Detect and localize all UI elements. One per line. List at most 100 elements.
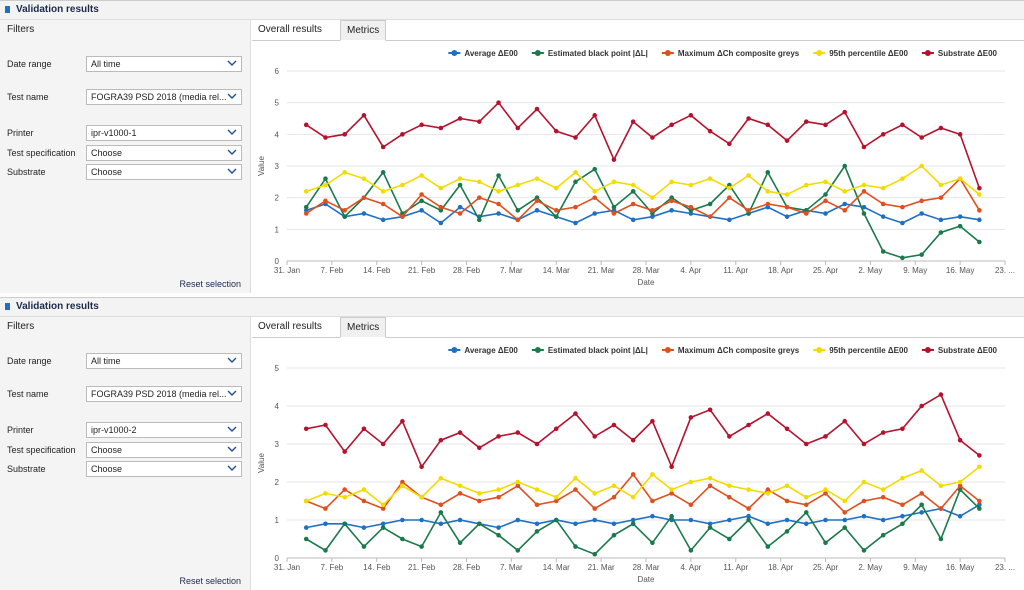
data-point: [707, 214, 713, 219]
data-point: [803, 521, 809, 527]
legend-dot: [451, 347, 458, 353]
data-point: [919, 502, 924, 508]
tab[interactable]: Overall results: [258, 321, 322, 332]
data-point: [861, 548, 867, 553]
data-point: [380, 506, 386, 511]
select[interactable]: All time: [86, 56, 242, 72]
select-value: Choose: [91, 464, 123, 474]
data-point: [746, 116, 751, 121]
legend-item[interactable]: Maximum ΔCh composite greys: [661, 346, 800, 355]
data-point: [361, 211, 367, 216]
data-point: [900, 176, 905, 181]
data-point: [553, 517, 559, 523]
tab[interactable]: Metrics: [340, 317, 387, 338]
data-point: [957, 487, 963, 492]
data-point: [688, 517, 694, 523]
x-axis-label: Date: [638, 278, 655, 287]
legend-item[interactable]: Estimated black point |ΔL|: [531, 346, 648, 355]
legend-label: Maximum ΔCh composite greys: [678, 346, 800, 355]
data-point: [880, 132, 886, 137]
data-point: [977, 502, 982, 508]
chevron-icon: [227, 93, 237, 99]
data-point: [457, 491, 463, 496]
data-point: [419, 494, 424, 500]
x-tick-label: 14. Feb: [363, 266, 391, 275]
filters-title: Filters: [7, 24, 35, 35]
legend-item[interactable]: 95th percentile ΔE00: [813, 49, 908, 58]
data-point: [919, 403, 924, 409]
field-label: Printer: [7, 425, 34, 435]
data-point: [303, 498, 309, 504]
data-point: [688, 208, 694, 213]
data-point: [669, 179, 674, 185]
data-point: [919, 252, 924, 257]
data-point: [765, 122, 771, 128]
data-point: [803, 208, 809, 213]
data-point: [496, 201, 501, 207]
legend-item[interactable]: 95th percentile ΔE00: [813, 346, 908, 355]
legend-dot: [534, 347, 541, 353]
data-point: [727, 141, 732, 147]
legend-item[interactable]: Average ΔE00: [448, 49, 518, 58]
x-tick-label: 16. May: [946, 266, 974, 275]
data-point: [957, 479, 963, 485]
data-point: [342, 494, 347, 500]
data-point: [938, 195, 944, 200]
select[interactable]: FOGRA39 PSD 2018 (media rel...: [86, 386, 242, 402]
data-point: [438, 475, 444, 481]
data-point: [746, 208, 751, 213]
data-point: [727, 217, 732, 223]
select[interactable]: Choose: [86, 442, 242, 458]
legend-item[interactable]: Maximum ΔCh composite greys: [661, 49, 800, 58]
reset-link[interactable]: Reset selection: [179, 279, 241, 289]
legend-item[interactable]: Average ΔE00: [448, 346, 518, 355]
data-point: [553, 185, 559, 191]
data-point: [957, 437, 963, 443]
data-point: [303, 122, 309, 128]
data-point: [342, 487, 347, 492]
select[interactable]: ipr-v1000-2: [86, 422, 242, 438]
select[interactable]: All time: [86, 353, 242, 369]
data-point: [650, 472, 655, 477]
select[interactable]: FOGRA39 PSD 2018 (media rel...: [86, 89, 242, 105]
data-point: [611, 208, 617, 213]
select[interactable]: Choose: [86, 461, 242, 477]
data-point: [803, 494, 809, 500]
data-point: [707, 201, 713, 207]
data-point: [765, 521, 771, 527]
legend-item[interactable]: Substrate ΔE00: [921, 49, 998, 58]
data-point: [803, 119, 809, 124]
tab[interactable]: Metrics: [340, 20, 387, 41]
tab[interactable]: Overall results: [258, 24, 322, 35]
y-tick-label: 2: [275, 478, 280, 487]
x-tick-label: 21. Feb: [408, 266, 436, 275]
data-point: [592, 211, 598, 216]
data-point: [669, 487, 674, 492]
select[interactable]: ipr-v1000-1: [86, 125, 242, 141]
data-point: [842, 201, 848, 207]
data-point: [977, 453, 982, 458]
data-point: [400, 418, 405, 424]
data-point: [457, 182, 463, 188]
y-tick-label: 4: [275, 402, 280, 411]
data-point: [534, 106, 540, 112]
chevron-icon: [227, 357, 237, 363]
series-line: [305, 164, 980, 259]
legend-item[interactable]: Estimated black point |ΔL|: [531, 49, 648, 58]
reset-link[interactable]: Reset selection: [179, 576, 241, 586]
data-point: [784, 192, 790, 197]
select[interactable]: Choose: [86, 145, 242, 161]
legend-item[interactable]: Substrate ΔE00: [921, 346, 998, 355]
data-point: [477, 445, 482, 451]
chevron-icon: [227, 446, 237, 452]
data-point: [438, 125, 444, 131]
data-point: [342, 132, 347, 137]
x-tick-label: 2. May: [858, 266, 882, 275]
select[interactable]: Choose: [86, 164, 242, 180]
y-tick-label: 6: [275, 67, 280, 76]
data-point: [496, 173, 501, 178]
data-point: [477, 521, 482, 527]
data-point: [534, 441, 540, 447]
data-point: [688, 113, 694, 118]
data-point: [630, 119, 636, 124]
